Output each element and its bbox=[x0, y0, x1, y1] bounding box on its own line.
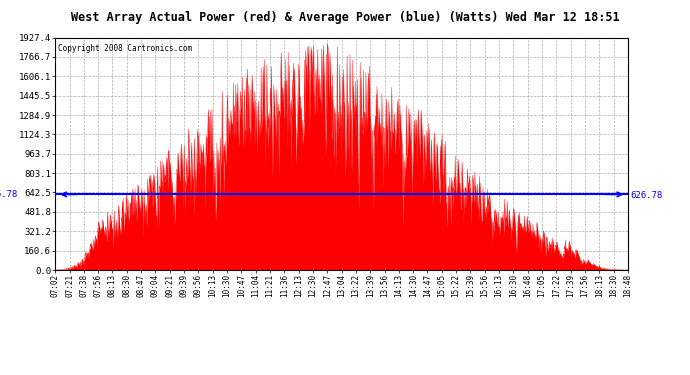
Text: West Array Actual Power (red) & Average Power (blue) (Watts) Wed Mar 12 18:51: West Array Actual Power (red) & Average … bbox=[70, 11, 620, 24]
Text: Copyright 2008 Cartronics.com: Copyright 2008 Cartronics.com bbox=[58, 45, 193, 54]
Text: 626.78: 626.78 bbox=[0, 190, 18, 199]
